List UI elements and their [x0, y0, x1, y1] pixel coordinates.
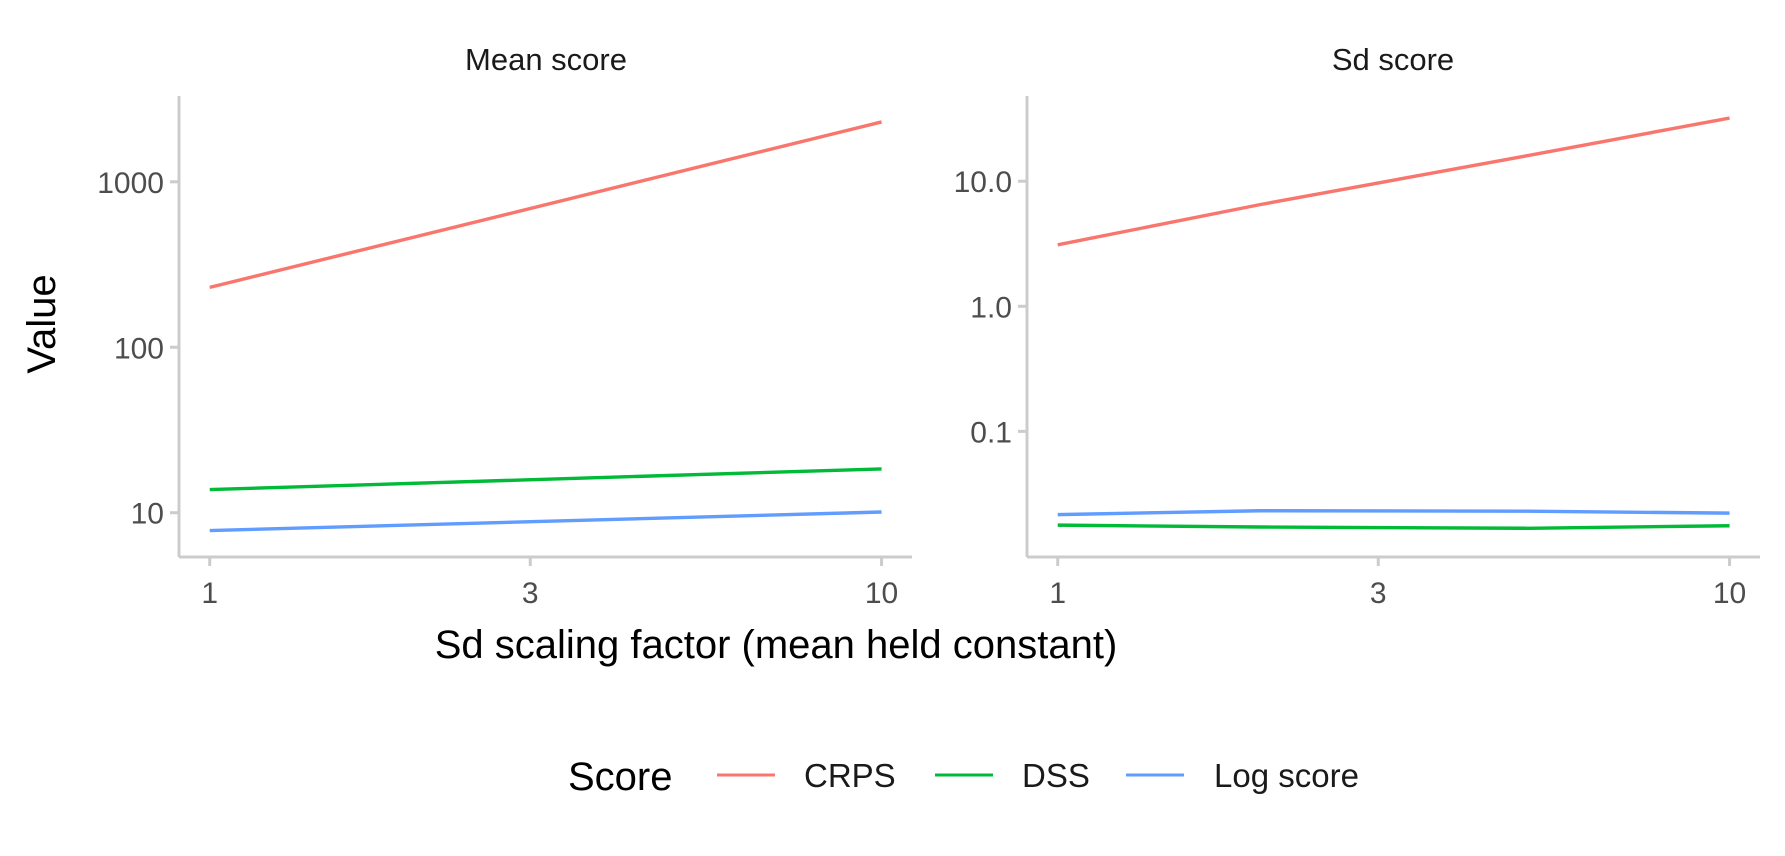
panel-title: Sd score — [1332, 42, 1454, 77]
panel-title: Mean score — [465, 42, 627, 77]
x-tick-label: 3 — [522, 577, 539, 610]
y-axis-title: Value — [20, 274, 64, 373]
x-tick-label: 1 — [201, 577, 218, 610]
x-tick-label: 3 — [1370, 577, 1387, 610]
legend-label-dss: DSS — [1022, 757, 1090, 794]
series-line-log-score — [209, 510, 882, 533]
series-line-crps — [1057, 116, 1730, 247]
facet-panels: Mean score 10 100 1000 1 3 10 Sd score 0.1 1.0 10.… — [97, 42, 1760, 610]
x-tick-label: 1 — [1049, 577, 1066, 610]
panel-mean-score: Mean score 10 100 1000 1 3 10 — [97, 42, 912, 610]
legend-label-crps: CRPS — [804, 757, 896, 794]
series-line-crps — [209, 120, 882, 290]
series-line-log-score — [1057, 509, 1730, 517]
series-line-dss — [209, 467, 882, 492]
panel-sd-score: Sd score 0.1 1.0 10.0 1 3 10 — [954, 42, 1760, 610]
y-tick-label: 1000 — [97, 167, 164, 200]
y-tick-label: 1.0 — [970, 291, 1012, 324]
legend-label-log-score: Log score — [1214, 757, 1359, 794]
x-tick-label: 10 — [865, 577, 898, 610]
x-tick-label: 10 — [1713, 577, 1746, 610]
legend: Score CRPS DSS Log score — [568, 755, 1359, 799]
y-tick-label: 10 — [131, 498, 164, 531]
legend-title: Score — [568, 755, 673, 799]
y-tick-label: 100 — [114, 332, 164, 365]
x-axis-title: Sd scaling factor (mean held constant) — [435, 623, 1118, 667]
y-tick-label: 10.0 — [954, 166, 1012, 199]
y-tick-label: 0.1 — [970, 416, 1012, 449]
series-line-dss — [1057, 523, 1730, 530]
